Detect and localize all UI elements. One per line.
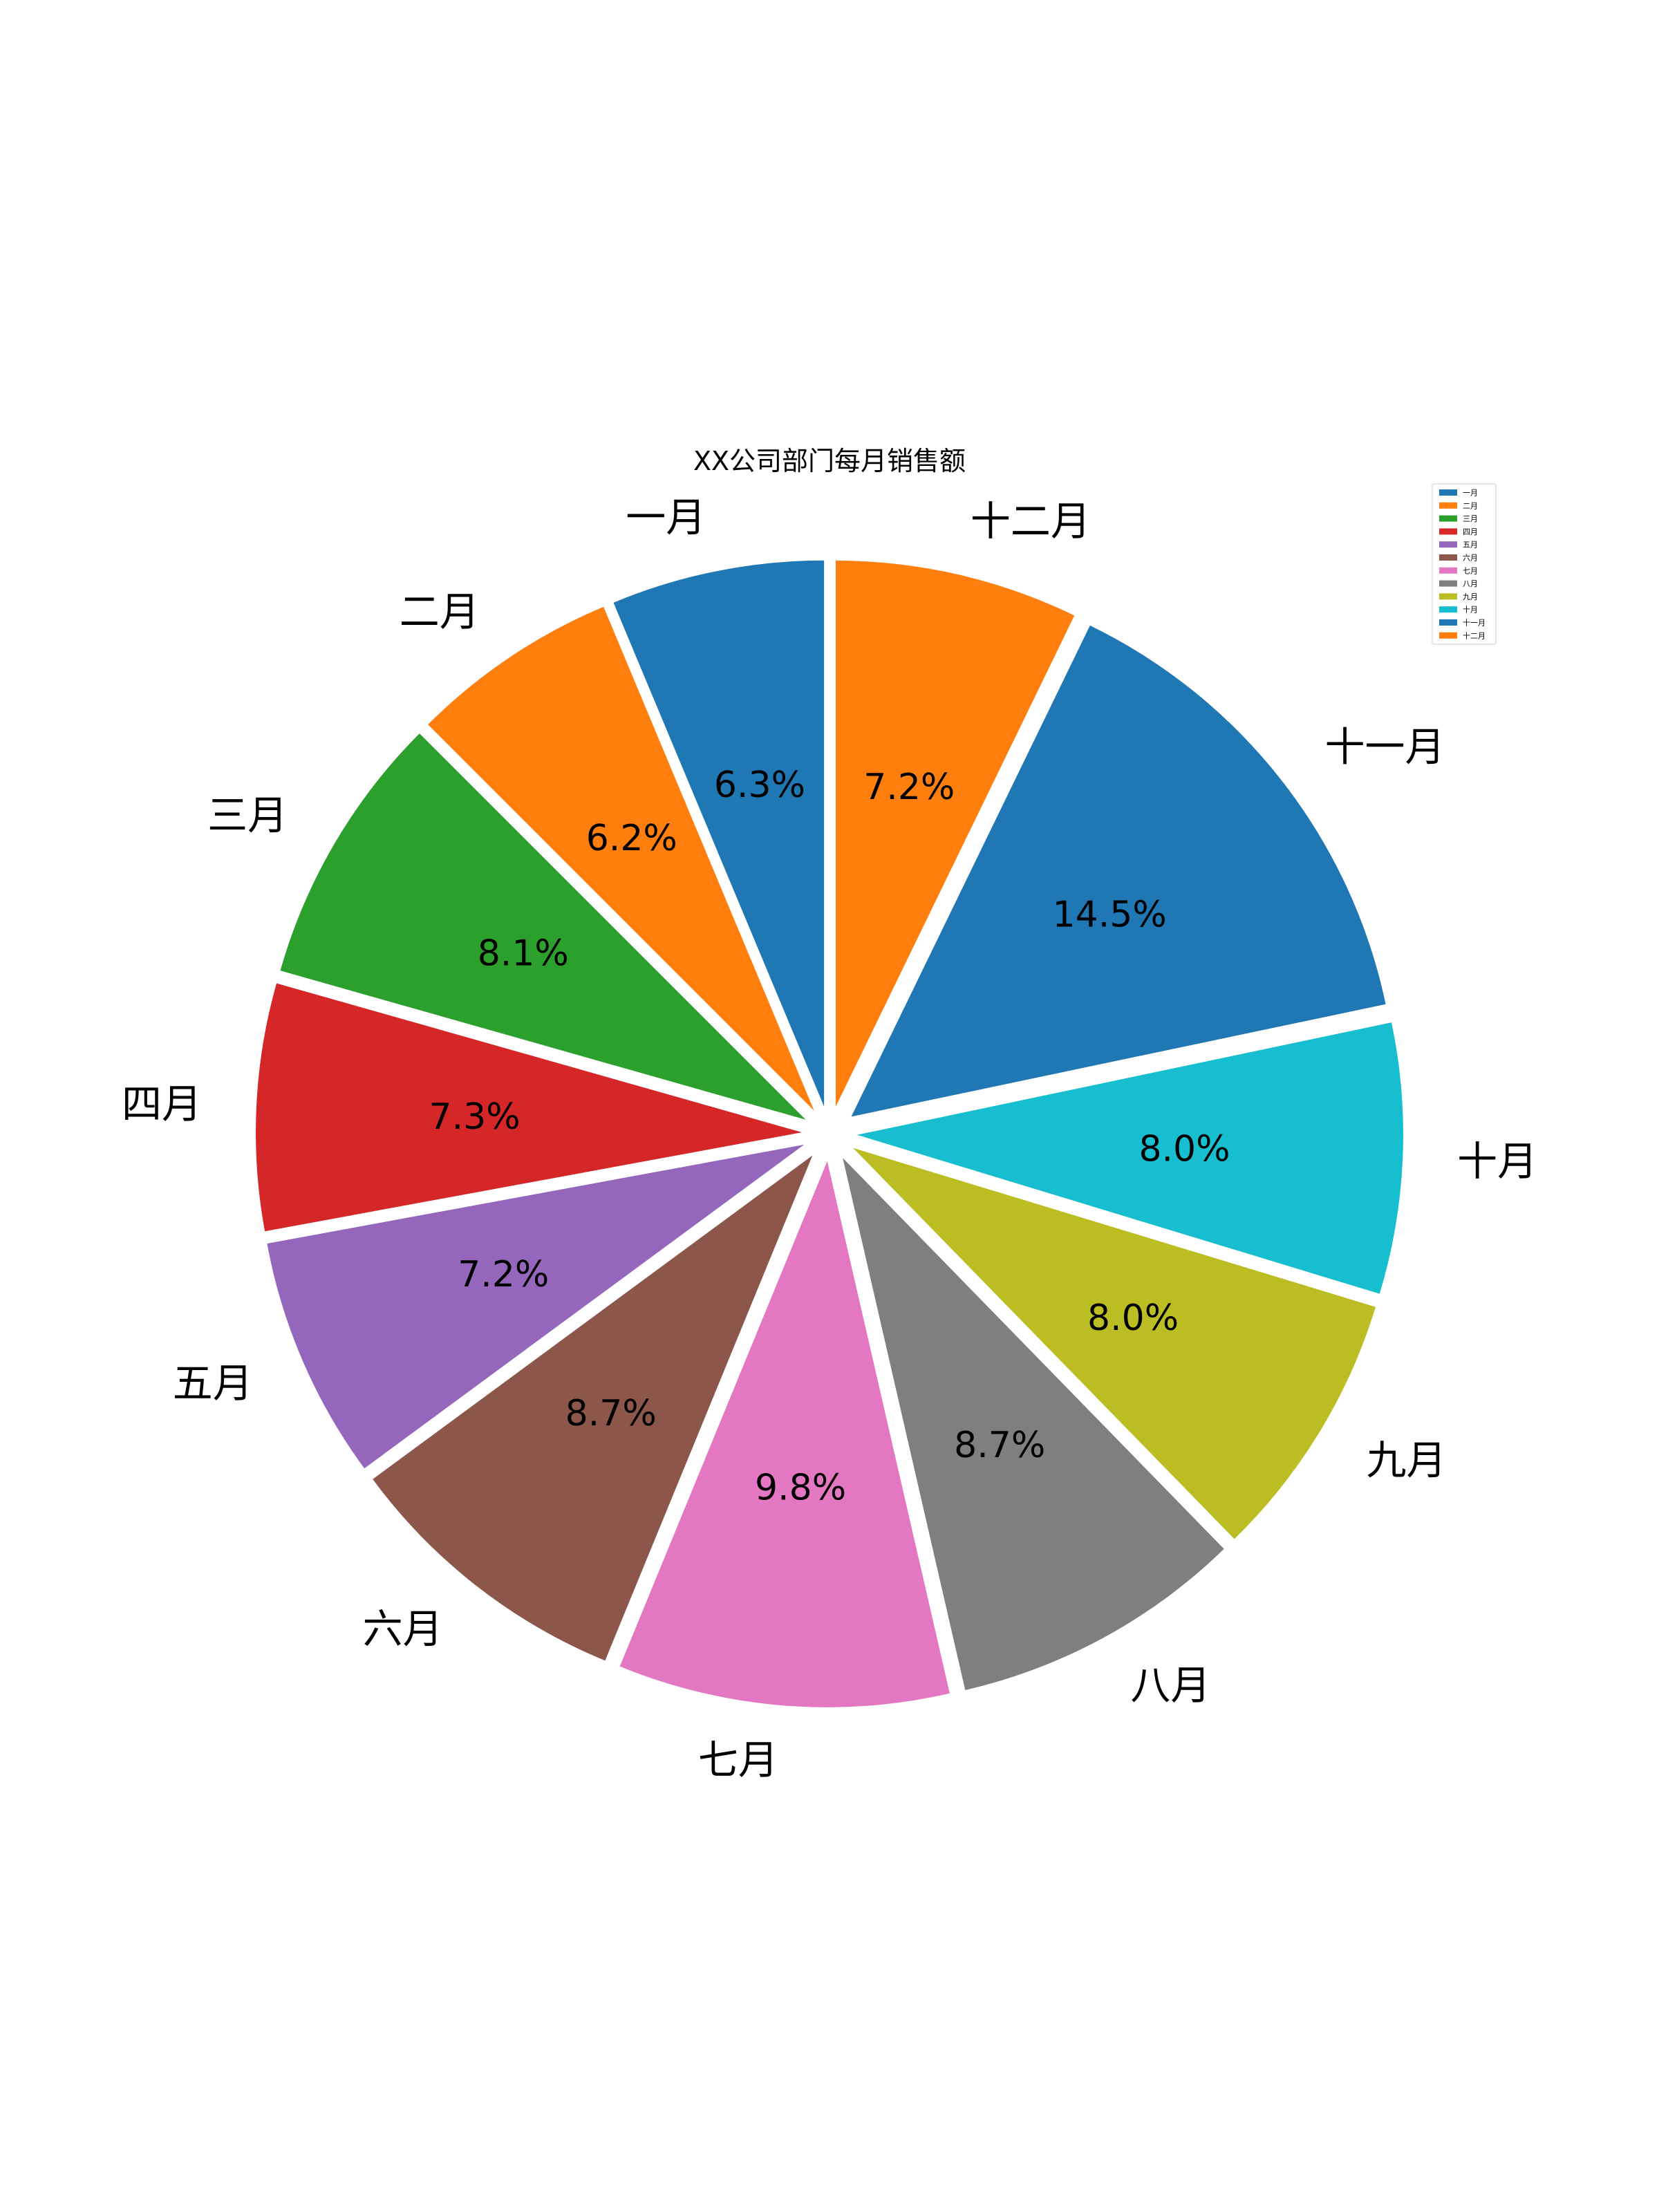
category-label: 七月 (698, 1736, 778, 1783)
pie-slice (835, 561, 1075, 1107)
percent-label: 9.8% (755, 1467, 846, 1508)
legend-swatch (1439, 554, 1457, 561)
percent-label: 6.3% (714, 765, 805, 806)
pie-slices (256, 560, 1403, 1707)
legend-swatch (1439, 541, 1457, 548)
legend-label: 十二月 (1463, 630, 1485, 640)
percent-label: 7.2% (458, 1254, 549, 1295)
chart-title: XX公司部门每月销售额 (693, 446, 966, 476)
percent-label: 7.2% (863, 767, 955, 808)
legend-frame (1432, 483, 1497, 645)
legend-swatch (1439, 619, 1457, 626)
legend-swatch (1439, 593, 1457, 600)
category-label: 五月 (173, 1360, 253, 1407)
legend-label: 五月 (1463, 541, 1478, 550)
category-label: 四月 (122, 1080, 202, 1127)
percent-label: 7.3% (429, 1096, 521, 1138)
category-label: 一月 (626, 494, 706, 541)
legend-swatch (1439, 515, 1457, 522)
legend-label: 六月 (1463, 554, 1478, 563)
pie-slice (843, 1158, 1224, 1690)
legend-label: 十一月 (1463, 618, 1485, 628)
category-label: 十二月 (971, 498, 1091, 545)
category-label: 十月 (1457, 1138, 1537, 1185)
percent-labels: 6.3% 6.2% 8.1% 7.3% 7.2% 8.7% 9.8% 8.7% 8.0% 8.0%… (429, 765, 1230, 1508)
pie-slice (267, 1144, 805, 1469)
legend-label: 八月 (1463, 579, 1478, 588)
pie-slice (853, 1147, 1376, 1539)
category-label: 二月 (400, 588, 480, 635)
pie-slice (856, 1022, 1403, 1294)
pie-slice (851, 625, 1386, 1117)
percent-label: 14.5% (1053, 894, 1167, 936)
percent-label: 8.7% (954, 1425, 1045, 1466)
legend-label: 三月 (1463, 514, 1478, 523)
category-label: 九月 (1367, 1437, 1447, 1484)
pie-slice (280, 733, 806, 1120)
legend-label: 十月 (1463, 605, 1478, 615)
legend-swatch (1439, 580, 1457, 587)
category-label: 六月 (363, 1605, 443, 1652)
percent-label: 8.7% (565, 1393, 657, 1434)
percent-label: 8.1% (478, 933, 569, 975)
legend-label: 二月 (1463, 501, 1478, 510)
legend-swatch (1439, 528, 1457, 535)
legend-label: 九月 (1463, 592, 1478, 601)
legend-label: 一月 (1463, 489, 1478, 498)
percent-label: 6.2% (586, 818, 677, 859)
legend-swatch (1439, 606, 1457, 613)
legend-label: 七月 (1463, 566, 1478, 575)
percent-label: 8.0% (1087, 1297, 1179, 1339)
pie-slice (613, 560, 825, 1107)
legend-label: 四月 (1463, 527, 1478, 536)
category-label: 三月 (207, 792, 288, 839)
legend-swatch (1439, 489, 1457, 496)
pie-slice (619, 1161, 950, 1707)
category-label: 八月 (1130, 1662, 1210, 1709)
legend-swatch (1439, 632, 1457, 639)
legend-swatch (1439, 502, 1457, 509)
category-label: 十一月 (1324, 724, 1445, 771)
pie-slice (373, 1155, 813, 1661)
legend-swatch (1439, 567, 1457, 574)
pie-slice (256, 983, 803, 1232)
percent-label: 8.0% (1138, 1129, 1230, 1170)
pie-slice (428, 606, 814, 1111)
